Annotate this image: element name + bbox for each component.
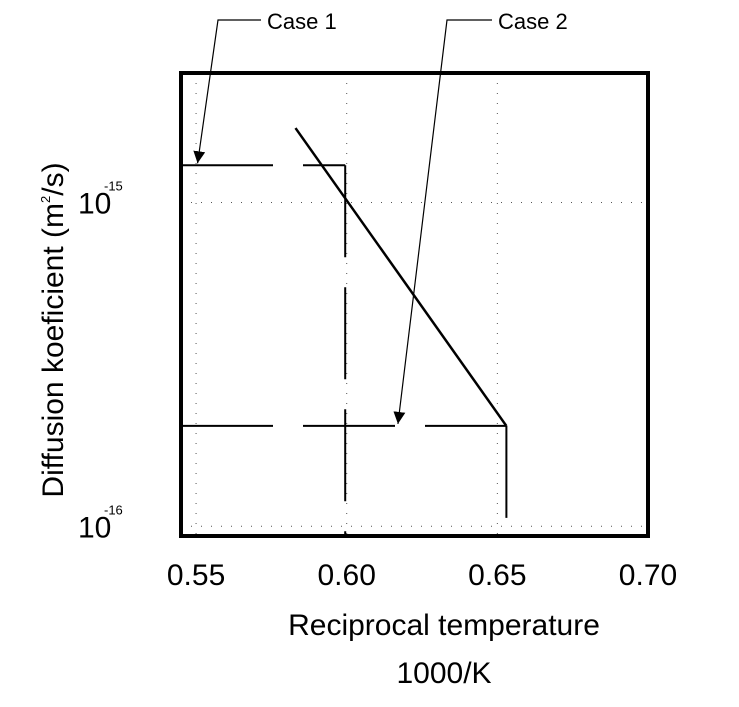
case-annotations: Case 1 Case 2 [193, 9, 568, 424]
y-tick-exponent: -16 [104, 502, 123, 517]
x-tick-label: 0.60 [318, 559, 376, 592]
y-axis-title: Diffusion koeficient (m2/s) [37, 162, 70, 497]
y-tick-label: 10 [78, 188, 111, 221]
grid [181, 73, 648, 536]
x-axis-unit: 1000/K [396, 657, 491, 690]
case-1-arrow [193, 19, 261, 164]
plot-frame [179, 71, 650, 538]
case-1-label: Case 1 [267, 9, 337, 34]
x-tick-label: 0.55 [167, 559, 225, 592]
y-axis-title-suffix: /s) [37, 162, 70, 195]
x-tick-label: 0.70 [619, 559, 677, 592]
x-tick-label: 0.65 [468, 559, 526, 592]
y-tick-label: 10 [78, 511, 111, 544]
case-2-label: Case 2 [498, 9, 568, 34]
y-tick-exponent: -15 [104, 179, 123, 194]
x-tick-labels: 0.55 0.60 0.65 0.70 [167, 559, 677, 592]
y-axis-title-superscript: 2 [38, 196, 53, 203]
y-axis-title-prefix: Diffusion koeficient (m [37, 203, 70, 498]
series-line [294, 127, 508, 427]
series-layer [294, 127, 508, 427]
x-axis-title: Reciprocal temperature [288, 609, 600, 642]
case-guide-lines [181, 164, 508, 536]
case-2-arrow [393, 19, 492, 424]
